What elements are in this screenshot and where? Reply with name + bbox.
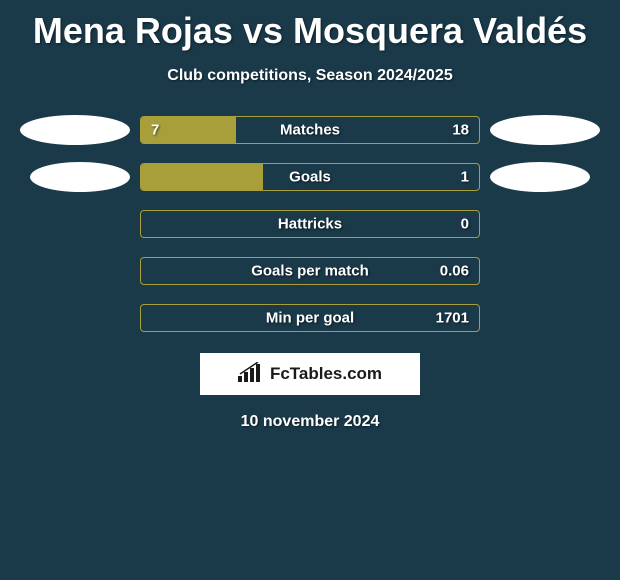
subtitle: Club competitions, Season 2024/2025 [10,67,610,85]
stat-row: Goals per match 0.06 [10,256,610,286]
stat-row: Hattricks 0 [10,209,610,239]
avatar-spacer [490,209,600,239]
player-avatar-left [30,162,130,192]
brand-text: FcTables.com [270,364,382,384]
stat-bar: Min per goal 1701 [140,304,480,332]
bar-label: Goals [289,169,331,186]
player-avatar-right [490,115,600,145]
brand-box[interactable]: FcTables.com [200,353,420,395]
stat-row: 7 Matches 18 [10,115,610,145]
bar-label: Goals per match [251,263,369,280]
avatar-spacer [20,303,130,333]
stat-bar: 7 Matches 18 [140,116,480,144]
avatar-spacer [20,209,130,239]
bar-fill-left [141,164,263,190]
bar-value-left: 7 [151,122,159,139]
bar-wrap: Min per goal 1701 [140,304,480,332]
bar-value-right: 1701 [436,310,469,327]
avatar-spacer [490,303,600,333]
chart-icon [238,362,264,387]
avatar-spacer [20,256,130,286]
bar-value-right: 1 [461,169,469,186]
date-text: 10 november 2024 [10,413,610,431]
page-title: Mena Rojas vs Mosquera Valdés [10,10,610,52]
stat-bar: Goals 1 [140,163,480,191]
bar-wrap: Hattricks 0 [140,210,480,238]
stat-bar: Hattricks 0 [140,210,480,238]
bar-value-right: 0 [461,216,469,233]
bar-wrap: Goals per match 0.06 [140,257,480,285]
avatar-spacer [490,256,600,286]
player-avatar-left [20,115,130,145]
stat-row: Min per goal 1701 [10,303,610,333]
bar-value-right: 18 [452,122,469,139]
bar-label: Matches [280,122,340,139]
stat-row: Goals 1 [10,162,610,192]
bar-wrap: 7 Matches 18 [140,116,480,144]
stat-bar: Goals per match 0.06 [140,257,480,285]
stats-area: 7 Matches 18 Goals 1 Hattricks 0 Goals per matc… [10,115,610,333]
bar-label: Min per goal [266,310,354,327]
player-avatar-right [490,162,590,192]
comparison-card: Mena Rojas vs Mosquera Valdés Club compe… [0,0,620,441]
bar-value-right: 0.06 [440,263,469,280]
bar-label: Hattricks [278,216,342,233]
bar-wrap: Goals 1 [140,163,480,191]
